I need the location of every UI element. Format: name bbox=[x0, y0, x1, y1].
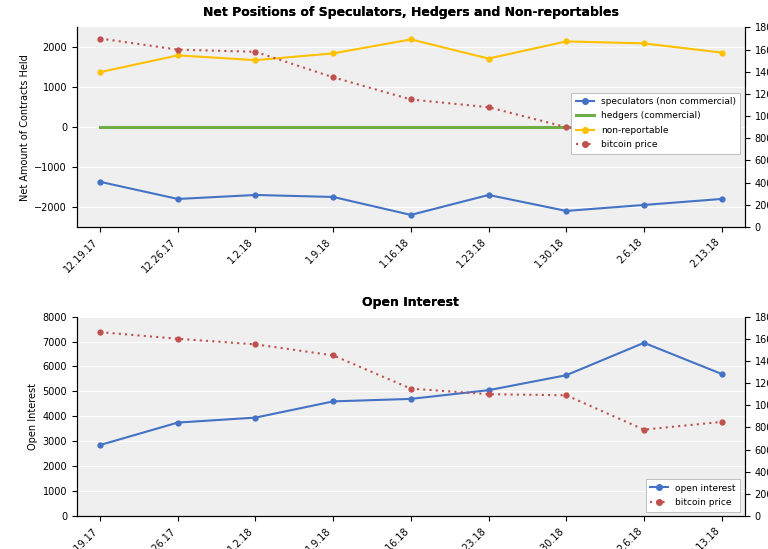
Text: Open Interest: Open Interest bbox=[362, 296, 459, 309]
Text: Net Positions of Speculators, Hedgers and Non-reportables: Net Positions of Speculators, Hedgers an… bbox=[203, 7, 619, 19]
Y-axis label: Net Amount of Contracts Held: Net Amount of Contracts Held bbox=[20, 54, 30, 200]
Legend: speculators (non commercial), hedgers (commercial), non-reportable, bitcoin pric: speculators (non commercial), hedgers (c… bbox=[571, 93, 740, 154]
Text: Net Positions of Speculators, Hedgers and Non-reportables: Net Positions of Speculators, Hedgers an… bbox=[203, 7, 619, 19]
Text: Open Interest: Open Interest bbox=[362, 296, 459, 309]
Y-axis label: Open Interest: Open Interest bbox=[28, 383, 38, 450]
Legend: open interest, bitcoin price: open interest, bitcoin price bbox=[646, 479, 740, 512]
